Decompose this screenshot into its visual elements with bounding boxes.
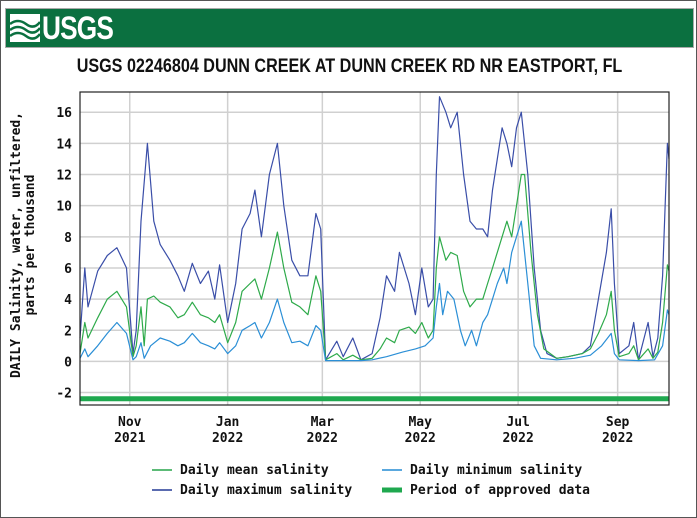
y-axis-label-line: parts per thousand [23,175,38,316]
y-tick-label: -2 [56,387,72,402]
y-axis-label-line: DAILY Salinity, water, unfiltered, [9,112,24,378]
plot-area [80,92,669,405]
series-line-daily-minimum-salinity [79,220,670,362]
x-tick-label: 2022 [307,431,338,446]
legend-label: Daily mean salinity [180,463,329,478]
x-tick-label: Mar [311,415,335,430]
legend-label: Daily minimum salinity [410,463,582,478]
x-tick-label: Jul [506,415,529,430]
usgs-logo: USGS [42,10,114,46]
y-tick-label: 12 [56,169,72,184]
y-tick-label: 10 [56,200,72,215]
y-tick-label: 4 [64,293,72,308]
y-tick-label: 16 [56,106,72,121]
legend-label: Period of approved data [410,483,590,498]
usgs-banner: USGS [5,8,694,48]
y-tick-label: 14 [56,137,72,152]
plot-border [79,91,670,406]
x-tick-label: 2022 [212,431,243,446]
chart-title: USGS 02246804 DUNN CREEK AT DUNN CREEK R… [76,56,623,77]
x-tick-label: Jan [216,415,239,430]
x-tick-label: 2021 [114,431,145,446]
x-tick-label: May [408,415,432,430]
y-tick-label: 8 [64,231,72,246]
x-tick-label: 2022 [502,431,533,446]
x-tick-label: Nov [118,415,142,430]
y-tick-label: 2 [64,324,72,339]
series-line-daily-maximum-salinity [79,96,670,361]
y-tick-label: 6 [64,262,72,277]
x-tick-label: Sep [606,415,630,430]
legend-label: Daily maximum salinity [180,483,352,498]
x-tick-label: 2022 [405,431,436,446]
series-line-daily-mean-salinity [79,173,670,361]
x-tick-label: 2022 [602,431,633,446]
usgs-logo-icon [10,14,41,42]
y-tick-label: 0 [64,355,72,370]
